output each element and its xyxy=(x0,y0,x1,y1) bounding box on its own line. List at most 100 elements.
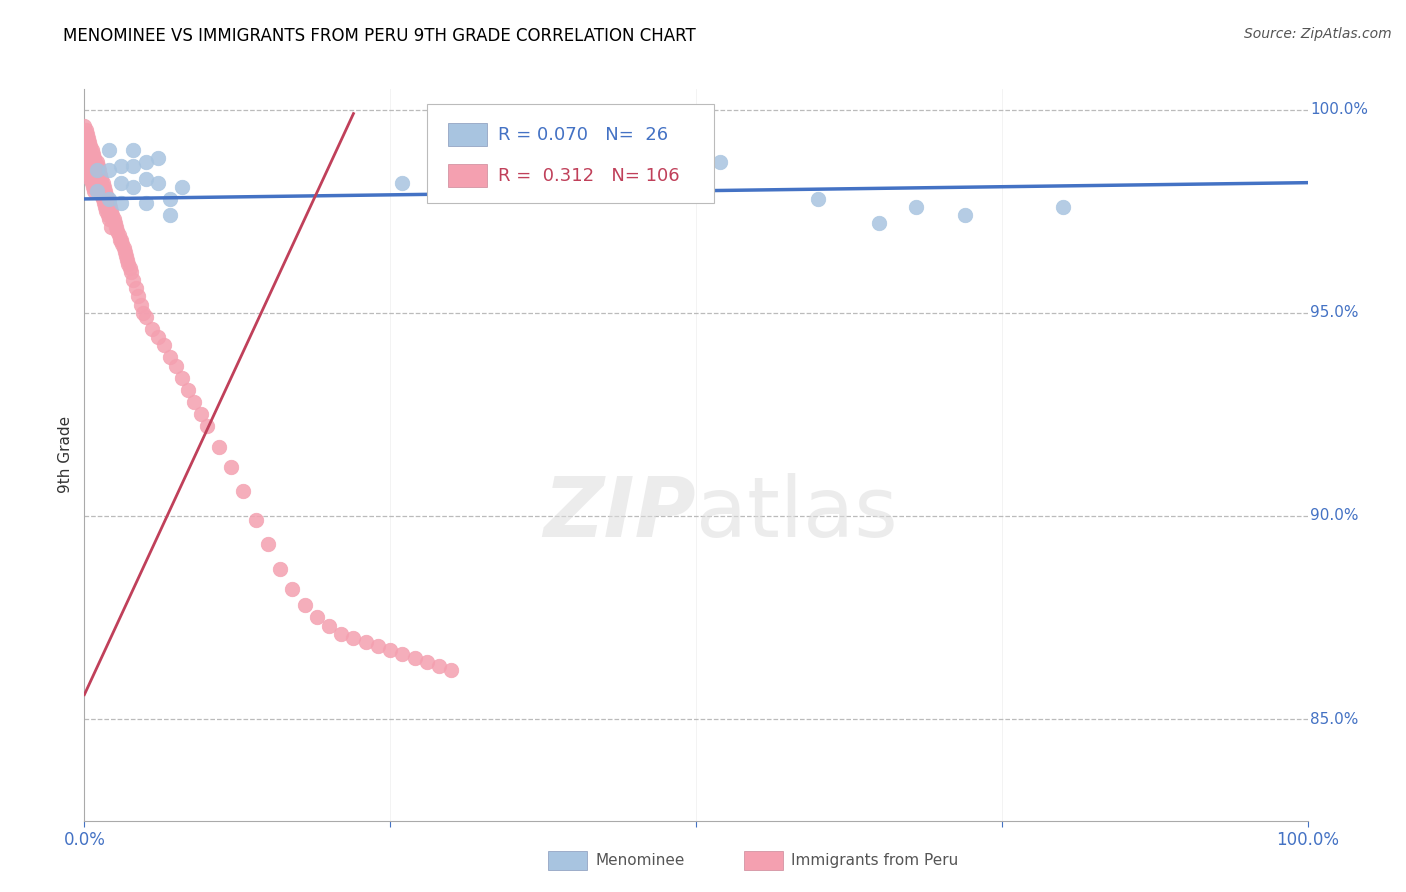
Point xyxy=(232,484,254,499)
Point xyxy=(294,599,316,613)
Point xyxy=(98,200,121,214)
Point xyxy=(91,176,114,190)
Point xyxy=(83,184,105,198)
Point xyxy=(146,176,169,190)
Point xyxy=(89,168,111,182)
Point xyxy=(380,643,402,657)
Point xyxy=(709,155,731,169)
Point xyxy=(86,171,108,186)
Point xyxy=(77,131,100,145)
Point xyxy=(77,168,100,182)
Point xyxy=(159,192,181,206)
Point xyxy=(87,179,110,194)
Point xyxy=(83,151,105,165)
Text: Source: ZipAtlas.com: Source: ZipAtlas.com xyxy=(1244,27,1392,41)
Point xyxy=(108,233,131,247)
Point xyxy=(427,659,450,673)
Point xyxy=(153,338,176,352)
Point xyxy=(94,184,117,198)
Point xyxy=(100,204,122,219)
Point xyxy=(953,208,976,222)
Point xyxy=(305,610,328,624)
Point xyxy=(125,281,148,295)
FancyBboxPatch shape xyxy=(447,123,486,146)
Point xyxy=(86,184,108,198)
Point xyxy=(97,192,120,206)
Point xyxy=(111,236,134,251)
Point xyxy=(80,176,103,190)
Point xyxy=(905,200,928,214)
Point xyxy=(146,330,169,344)
Point xyxy=(110,160,132,174)
Point xyxy=(367,639,389,653)
Point xyxy=(87,176,110,190)
Point xyxy=(354,635,377,649)
Point xyxy=(75,139,97,153)
Point xyxy=(97,163,120,178)
Point xyxy=(208,440,231,454)
Point xyxy=(257,537,280,551)
Point xyxy=(75,123,97,137)
Point xyxy=(141,322,163,336)
Point xyxy=(318,618,340,632)
Y-axis label: 9th Grade: 9th Grade xyxy=(58,417,73,493)
Point xyxy=(77,163,100,178)
Point xyxy=(135,171,157,186)
Point xyxy=(82,179,104,194)
Point xyxy=(97,208,120,222)
FancyBboxPatch shape xyxy=(548,851,588,871)
Point xyxy=(122,143,145,157)
Point xyxy=(172,179,194,194)
Point xyxy=(96,187,118,202)
FancyBboxPatch shape xyxy=(427,103,714,202)
Point xyxy=(127,289,149,303)
Text: atlas: atlas xyxy=(696,473,897,554)
Point xyxy=(89,184,111,198)
Point xyxy=(97,212,120,227)
Point xyxy=(342,631,364,645)
Point xyxy=(86,163,108,178)
Point xyxy=(90,171,112,186)
FancyBboxPatch shape xyxy=(744,851,783,871)
FancyBboxPatch shape xyxy=(447,164,486,187)
Text: R =  0.312   N= 106: R = 0.312 N= 106 xyxy=(498,167,679,185)
Text: 100.0%: 100.0% xyxy=(1310,102,1368,117)
Point xyxy=(172,370,194,384)
Point xyxy=(110,196,132,211)
Point xyxy=(122,273,145,287)
Point xyxy=(135,155,157,169)
Point xyxy=(391,176,413,190)
Point xyxy=(440,663,463,677)
Point xyxy=(135,196,157,211)
Point xyxy=(177,383,200,397)
Point xyxy=(76,160,98,174)
Point xyxy=(87,163,110,178)
Point xyxy=(391,647,413,661)
Point xyxy=(122,160,145,174)
Point xyxy=(93,179,115,194)
Text: MENOMINEE VS IMMIGRANTS FROM PERU 9TH GRADE CORRELATION CHART: MENOMINEE VS IMMIGRANTS FROM PERU 9TH GR… xyxy=(63,27,696,45)
Point xyxy=(146,151,169,165)
Point xyxy=(122,179,145,194)
Point xyxy=(77,135,100,149)
Point xyxy=(1052,200,1074,214)
Point xyxy=(115,249,138,263)
Point xyxy=(330,626,353,640)
Point xyxy=(807,192,830,206)
Point xyxy=(82,163,104,178)
Point xyxy=(84,155,107,169)
Point xyxy=(73,119,96,133)
Point xyxy=(404,651,426,665)
Text: ZIP: ZIP xyxy=(543,473,696,554)
Point xyxy=(100,220,122,235)
Point xyxy=(97,192,120,206)
Point xyxy=(91,192,114,206)
Point xyxy=(195,419,218,434)
Point xyxy=(77,147,100,161)
Point xyxy=(110,176,132,190)
Point xyxy=(115,252,138,267)
Point xyxy=(112,241,135,255)
Point xyxy=(118,260,141,275)
Point xyxy=(104,216,127,230)
Point xyxy=(103,212,125,227)
